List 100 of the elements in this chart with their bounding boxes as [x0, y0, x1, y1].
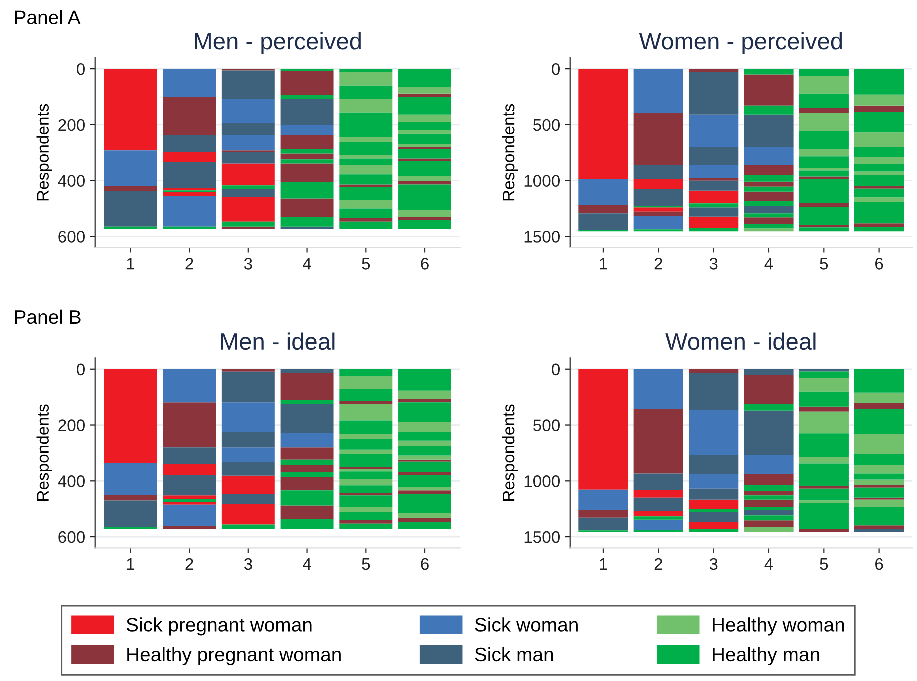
bar: [634, 516, 684, 520]
bar: [163, 448, 216, 464]
bar: [854, 526, 904, 529]
bar: [398, 369, 452, 391]
bar: [398, 522, 452, 530]
bar: [163, 97, 216, 135]
x-tick-label: 2: [186, 258, 194, 270]
bar: [799, 457, 849, 464]
y-axis-title: Respondents: [502, 104, 518, 201]
bar: [398, 220, 452, 230]
bar: [222, 152, 275, 164]
bar: [744, 375, 794, 404]
bar: [340, 420, 393, 434]
bar: [340, 404, 393, 421]
bar: [634, 369, 684, 410]
x-tick-label: 2: [186, 558, 194, 570]
x-tick-label: 3: [244, 258, 252, 270]
bar: [398, 490, 452, 494]
bar: [744, 410, 794, 456]
bar: [163, 369, 216, 403]
legend-label: Sick pregnant woman: [126, 618, 312, 636]
bar: [280, 160, 334, 164]
bar: [688, 474, 739, 489]
bar: [340, 512, 393, 521]
bar: [340, 493, 393, 496]
bar: [854, 202, 904, 224]
bar: [799, 202, 849, 207]
bar: [744, 218, 794, 224]
bar: [744, 69, 794, 75]
bar: [688, 216, 739, 228]
bar: [854, 474, 904, 480]
x-tick-label: 6: [876, 558, 884, 570]
bar: [854, 465, 904, 474]
bar: [854, 147, 904, 158]
bar: [854, 175, 904, 186]
bar: [163, 526, 216, 530]
bar: [578, 510, 628, 518]
bar: [398, 134, 452, 144]
x-tick-label: 6: [421, 558, 429, 570]
text: Panel B: [15, 310, 81, 324]
bar: [744, 182, 794, 187]
bar: [398, 513, 452, 518]
bar: [104, 495, 158, 501]
y-tick-label: 0: [552, 63, 560, 76]
bar: [222, 476, 275, 494]
bar: [688, 165, 739, 178]
bar: [854, 434, 904, 454]
bar: [398, 158, 452, 162]
bar: [854, 480, 904, 486]
bar: [634, 490, 684, 498]
bar: [688, 410, 739, 456]
bar: [280, 148, 334, 154]
bar: [799, 170, 849, 177]
bar: [222, 524, 275, 530]
bar: [744, 455, 794, 474]
bar: [104, 186, 158, 192]
bar: [744, 474, 794, 486]
bar: [854, 410, 904, 434]
bar: [744, 206, 794, 214]
chart-title: Women - ideal: [666, 332, 816, 350]
bar: [854, 132, 904, 148]
bar: [340, 218, 393, 222]
bar: [340, 479, 393, 486]
bar: [222, 197, 275, 222]
y-axis-title: Respondents: [36, 104, 52, 201]
bar: [340, 400, 393, 404]
bar: [163, 196, 216, 227]
bar: [744, 165, 794, 176]
bar: [854, 106, 904, 113]
bar: [799, 69, 849, 76]
bar: [398, 456, 452, 460]
bar: [163, 192, 216, 196]
bar: [688, 114, 739, 148]
bar: [222, 372, 275, 403]
bar: [398, 462, 452, 472]
bar: [280, 519, 334, 530]
bar: [578, 490, 628, 511]
bar: [398, 184, 452, 210]
bar: [340, 142, 393, 156]
bar: [163, 502, 216, 505]
chart-title: Men - ideal: [221, 332, 335, 350]
bar: [799, 149, 849, 157]
bar: [280, 460, 334, 466]
bar: [634, 212, 684, 216]
bar: [744, 491, 794, 496]
bar: [340, 98, 393, 113]
bar: [799, 406, 849, 412]
bar: [799, 464, 849, 487]
bar: [398, 162, 452, 176]
bar: [854, 392, 904, 404]
bar: [634, 165, 684, 180]
bar: [104, 69, 158, 151]
bar: [340, 112, 393, 138]
x-tick-label: 1: [600, 558, 608, 570]
x-tick-label: 1: [127, 258, 135, 270]
bar: [744, 404, 794, 411]
y-tick-label: 1500: [524, 231, 560, 243]
bar: [799, 94, 849, 108]
bar: [340, 174, 393, 185]
bar: [398, 446, 452, 456]
